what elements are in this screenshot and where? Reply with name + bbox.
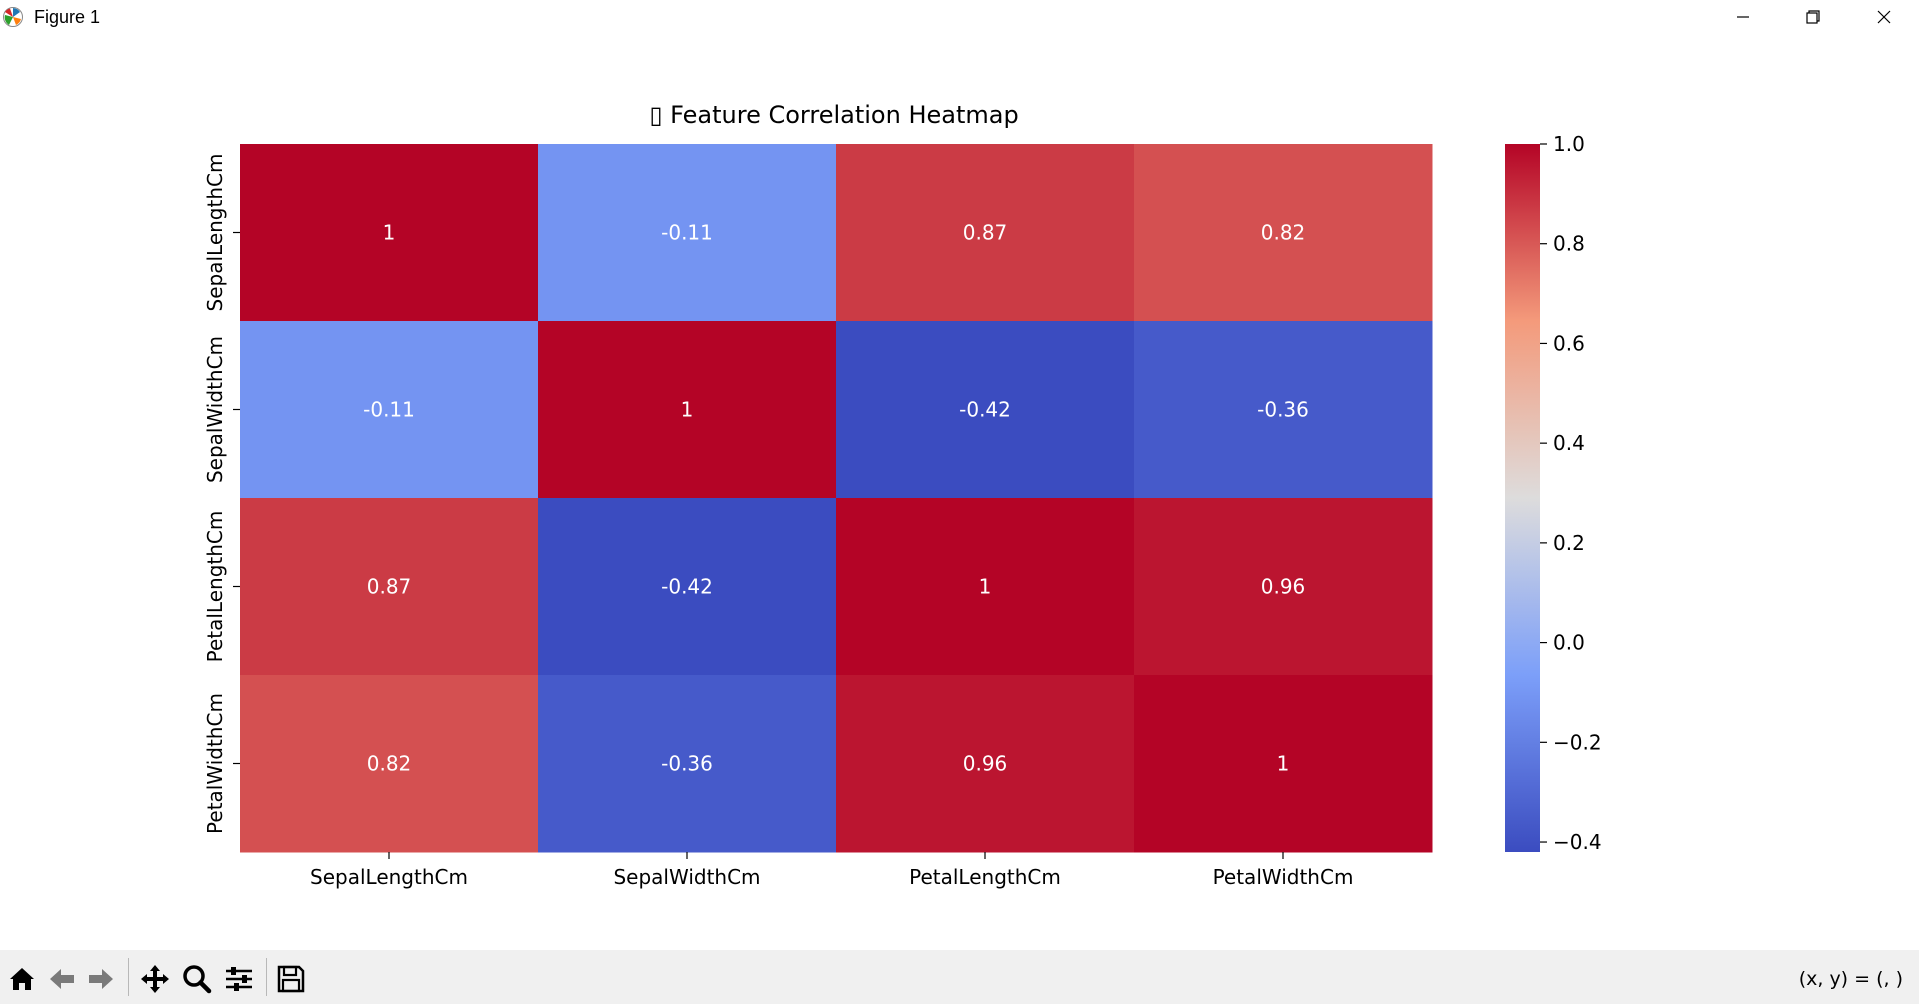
cell-annotation: 1 (979, 575, 992, 599)
heatmap-cell (1134, 498, 1433, 676)
colorbar-tick-label: 0.6 (1553, 331, 1585, 355)
cell-annotation: -0.42 (959, 398, 1011, 422)
cell-annotation: 1 (383, 221, 396, 245)
heatmap-cell (1134, 321, 1433, 499)
cell-annotation: -0.11 (661, 221, 713, 245)
forward-arrow-icon (89, 969, 113, 989)
close-icon (1877, 10, 1891, 24)
heatmap-cell (240, 144, 539, 322)
cell-annotation: -0.11 (363, 398, 415, 422)
heatmap-cell (836, 675, 1135, 853)
colorbar-tick-label: −0.2 (1553, 730, 1602, 754)
colorbar (1505, 144, 1540, 852)
heatmap-chart: ▯ Feature Correlation Heatmap 1 -0.11 0.87… (203, 101, 1602, 889)
heatmap-cell (538, 498, 837, 676)
cell-annotation: -0.36 (661, 752, 713, 776)
configure-subplots-button[interactable] (220, 960, 258, 998)
toolbar-separator (128, 958, 129, 996)
save-floppy-icon (277, 965, 305, 993)
back-arrow-icon (50, 969, 74, 989)
x-tick-label: PetalLengthCm (909, 865, 1061, 889)
x-tick-label: PetalWidthCm (1213, 865, 1354, 889)
heatmap-cell (240, 675, 539, 853)
cell-annotation: 0.96 (963, 752, 1008, 776)
heatmap-cell (836, 144, 1135, 322)
matplotlib-logo-icon (2, 6, 24, 28)
window-titlebar: Figure 1 (0, 0, 1919, 34)
back-button[interactable] (43, 960, 81, 998)
cell-annotation: -0.36 (1257, 398, 1309, 422)
colorbar-tick-label: 0.8 (1553, 232, 1585, 256)
y-tick-label: SepalLengthCm (203, 154, 227, 312)
pan-button[interactable] (136, 960, 174, 998)
zoom-magnifier-icon (183, 965, 212, 994)
cell-annotation: 1 (1277, 752, 1290, 776)
colorbar-tick-label: 0.2 (1553, 531, 1585, 555)
cell-annotation: 0.96 (1261, 575, 1306, 599)
save-button[interactable] (272, 960, 310, 998)
heatmap-cell (538, 144, 837, 322)
x-tick-label: SepalWidthCm (613, 865, 760, 889)
y-tick-label: PetalLengthCm (203, 511, 227, 663)
colorbar-tick-label: 0.4 (1553, 431, 1585, 455)
cell-annotation: -0.42 (661, 575, 713, 599)
chart-title: ▯ Feature Correlation Heatmap (649, 101, 1018, 129)
x-tick-label: SepalLengthCm (310, 865, 468, 889)
cell-annotation: 0.82 (1261, 221, 1306, 245)
heatmap-cell (538, 321, 837, 499)
home-icon (10, 968, 34, 990)
forward-button[interactable] (82, 960, 120, 998)
heatmap-cell (1134, 144, 1433, 322)
window-title: Figure 1 (34, 7, 101, 27)
pan-move-icon (141, 965, 169, 993)
close-button[interactable] (1849, 0, 1919, 34)
heatmap-cell (240, 321, 539, 499)
colorbar-tick-label: 1.0 (1553, 132, 1585, 156)
heatmap-cell (1134, 675, 1433, 853)
minimize-button[interactable] (1708, 0, 1778, 34)
colorbar-tick-label: −0.4 (1553, 830, 1602, 854)
heatmap-cell (538, 675, 837, 853)
cell-annotation: 1 (681, 398, 694, 422)
cell-annotation: 0.87 (367, 575, 412, 599)
heatmap-cell (240, 498, 539, 676)
y-tick-label: PetalWidthCm (203, 693, 227, 834)
cell-annotation: 0.87 (963, 221, 1008, 245)
navigation-toolbar: (x, y) = (, ) (0, 950, 1919, 1004)
home-button[interactable] (3, 960, 41, 998)
maximize-icon (1806, 10, 1820, 24)
heatmap-cell (836, 321, 1135, 499)
y-tick-label: SepalWidthCm (203, 336, 227, 483)
cell-annotation: 0.82 (367, 752, 412, 776)
maximize-button[interactable] (1778, 0, 1848, 34)
colorbar-tick-label: 0.0 (1553, 631, 1585, 655)
toolbar-separator (266, 958, 267, 996)
heatmap-cell (836, 498, 1135, 676)
zoom-button[interactable] (178, 960, 216, 998)
minimize-icon (1737, 16, 1749, 18)
figure-canvas[interactable]: ▯ Feature Correlation Heatmap 1 -0.11 0.87… (0, 34, 1919, 950)
configure-subplots-icon (226, 967, 252, 991)
cursor-coordinates: (x, y) = (, ) (1798, 968, 1903, 990)
